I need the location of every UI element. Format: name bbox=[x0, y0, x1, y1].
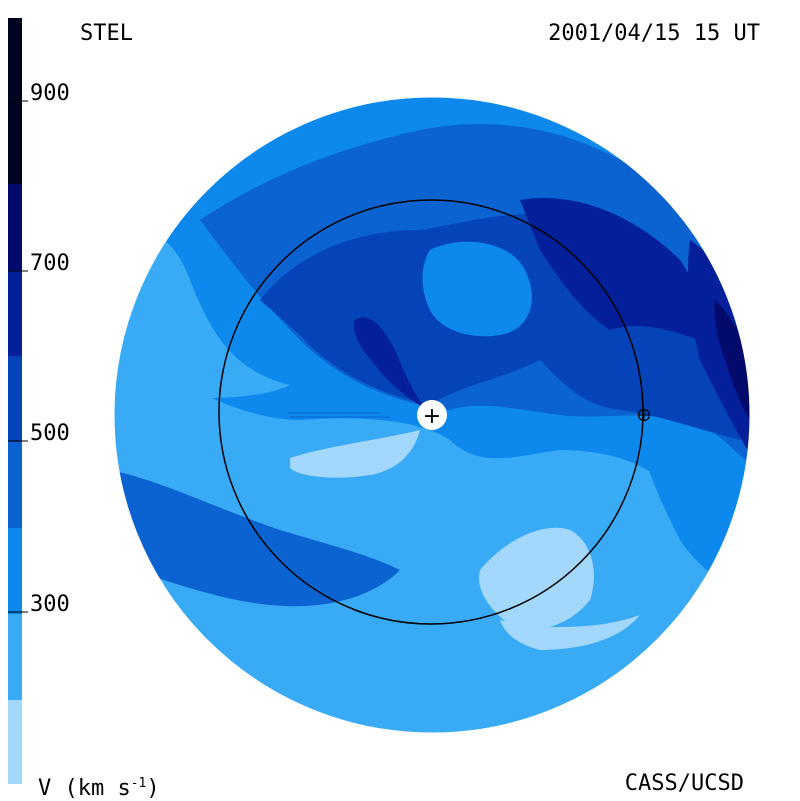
units-label-text: V (km s bbox=[38, 776, 131, 801]
region-right-dark bbox=[520, 198, 704, 340]
colorbar-band-2 bbox=[8, 614, 22, 700]
colorbar-band-7 bbox=[8, 184, 22, 270]
source-label: STEL bbox=[80, 21, 133, 46]
colorbar-label-700: 700 bbox=[30, 251, 70, 276]
units-exponent: -1 bbox=[130, 776, 147, 791]
velocity-disk bbox=[114, 97, 750, 733]
units-label: V (km s-1) bbox=[38, 772, 160, 801]
region-inner-blob bbox=[422, 241, 532, 337]
earth-orbit bbox=[218, 199, 644, 625]
timestamp-label: 2001/04/15 15 UT bbox=[548, 21, 760, 46]
region-fast-2 bbox=[479, 527, 594, 629]
disk-outline bbox=[113, 96, 751, 734]
sun-symbol: + bbox=[423, 404, 441, 429]
colorbar-band-1 bbox=[8, 700, 22, 784]
region-fast-1 bbox=[290, 430, 420, 478]
colorbar-band-6 bbox=[8, 270, 22, 356]
colorbar bbox=[8, 18, 28, 784]
units-label-close: ) bbox=[146, 776, 160, 801]
sun-marker bbox=[417, 400, 447, 430]
colorbar-band-4 bbox=[8, 442, 22, 528]
region-left-slow bbox=[114, 227, 290, 398]
colorbar-label-300: 300 bbox=[30, 592, 70, 617]
region-fast-3 bbox=[500, 615, 640, 650]
colorbar-band-3 bbox=[8, 528, 22, 614]
credit-label: CASS/UCSD bbox=[624, 771, 744, 796]
region-right-darkest bbox=[714, 300, 750, 430]
region-lower-left-mid bbox=[114, 470, 400, 607]
colorbar-label-500: 500 bbox=[30, 421, 70, 446]
colorbar-label-900: 900 bbox=[30, 81, 70, 106]
region-swirl-dark bbox=[353, 317, 425, 408]
colorbar-band-5 bbox=[8, 356, 22, 442]
